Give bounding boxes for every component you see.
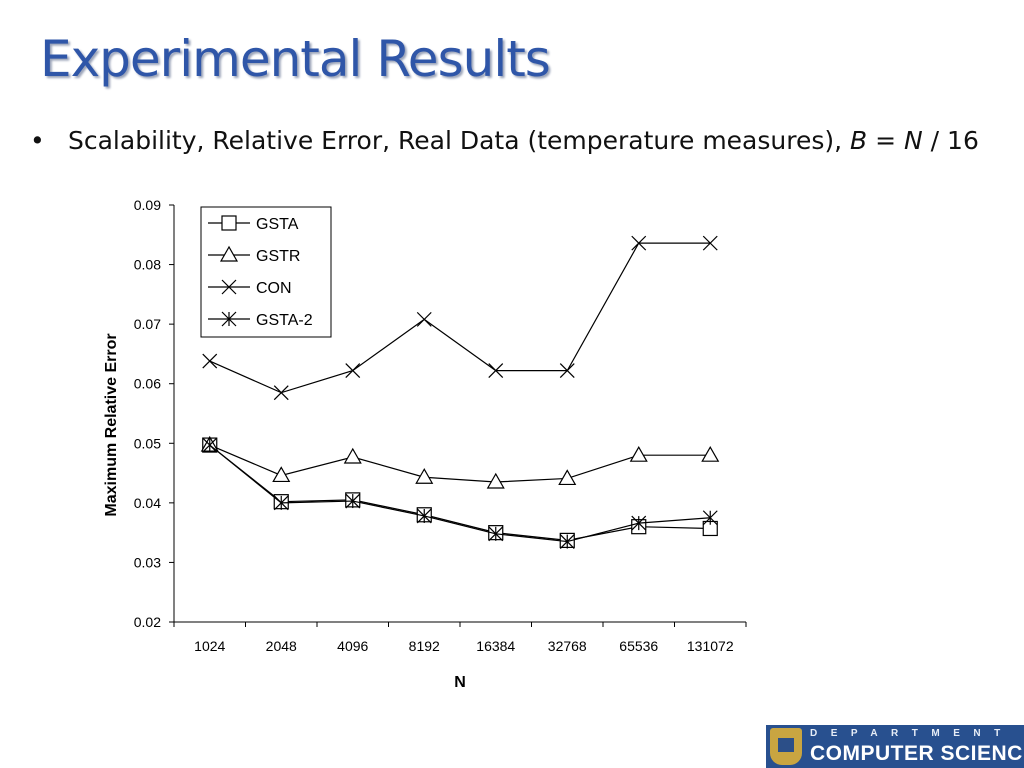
data-point: [486, 472, 505, 489]
legend-item: GSTA: [208, 215, 299, 233]
data-point: [701, 445, 720, 462]
y-tick-label: 0.06: [134, 376, 161, 392]
series-line: [209, 444, 711, 483]
data-point: [202, 437, 218, 453]
logo-line-department: DEPARTMENT OF: [810, 728, 1024, 739]
data-point: [273, 385, 289, 401]
legend-label: GSTA-2: [256, 312, 313, 329]
x-tick-label: 131072: [687, 638, 734, 654]
data-point: [559, 534, 575, 550]
bullet-symbol: •: [30, 126, 45, 155]
bullet-rest: / 16: [922, 126, 979, 155]
data-point: [559, 363, 575, 379]
legend-marker: [221, 279, 237, 295]
y-tick-label: 0.03: [134, 554, 161, 570]
x-tick-label: 65536: [619, 638, 658, 654]
bullet-equals: =: [867, 126, 905, 155]
series-line: [209, 242, 711, 394]
bullet-var-b: B: [850, 126, 868, 155]
series-layer: [200, 235, 720, 550]
y-axis-label: Maximum Relative Error: [103, 333, 120, 516]
data-point: [272, 466, 291, 483]
y-tick-label: 0.09: [134, 197, 161, 213]
x-axis-label: N: [454, 674, 466, 691]
bullet-text: Scalability, Relative Error, Real Data (…: [68, 126, 851, 155]
y-tick-label: 0.04: [134, 495, 161, 511]
series-gstr: [200, 435, 720, 489]
legend-item: GSTR: [208, 245, 300, 265]
bullet-var-n: N: [904, 126, 923, 155]
data-point: [416, 311, 432, 327]
series-con: [202, 235, 718, 401]
legend-marker: [221, 311, 237, 327]
data-point: [629, 445, 648, 462]
legend-label: GSTA: [256, 216, 299, 233]
x-tick-label: 1024: [194, 638, 225, 654]
y-tick-label: 0.07: [134, 316, 161, 332]
data-point: [631, 235, 647, 251]
data-point: [343, 447, 362, 464]
data-point: [488, 526, 504, 542]
y-tick-label: 0.05: [134, 435, 161, 451]
series-line: [209, 444, 711, 541]
legend-marker: [219, 245, 239, 262]
data-point: [558, 469, 577, 486]
legend-label: CON: [256, 280, 292, 297]
data-point: [415, 468, 434, 484]
legend-label: GSTR: [256, 248, 300, 265]
data-point: [273, 495, 289, 511]
legend: GSTA GSTR CON GSTA-2: [200, 206, 332, 338]
x-tick-label: 4096: [337, 638, 368, 654]
data-point: [702, 235, 718, 251]
slide-title: Experimental Results: [40, 30, 551, 88]
data-point: [631, 515, 647, 531]
legend-item: GSTA-2: [208, 311, 313, 329]
legend-marker: [221, 215, 237, 231]
bullet-point: • Scalability, Relative Error, Real Data …: [30, 126, 979, 155]
data-point: [345, 363, 361, 379]
series-line: [209, 444, 711, 543]
legend-item: CON: [208, 279, 292, 297]
x-tick-label: 2048: [266, 638, 297, 654]
y-tick-label: 0.08: [134, 257, 161, 273]
series-gsta-2: [202, 437, 718, 550]
logo-line-computer-science: COMPUTER SCIENCE: [810, 742, 1024, 765]
data-point: [202, 353, 218, 369]
x-tick-label: 32768: [548, 638, 587, 654]
data-point: [416, 508, 432, 524]
data-point: [345, 493, 361, 509]
y-tick-label: 0.02: [134, 614, 161, 630]
x-tick-label: 16384: [476, 638, 515, 654]
department-logo: DEPARTMENT OF COMPUTER SCIENCE: [766, 725, 1024, 768]
x-tick-label: 8192: [409, 638, 440, 654]
x-ticks: 1024 2048 4096 8192 16384 32768 65536 131072: [173, 622, 747, 654]
data-point: [488, 363, 504, 379]
y-ticks: 0.02 0.03 0.04 0.05 0.06 0.07 0.08 0.09: [134, 197, 174, 630]
crest-icon: [770, 728, 802, 765]
data-point: [702, 510, 718, 526]
